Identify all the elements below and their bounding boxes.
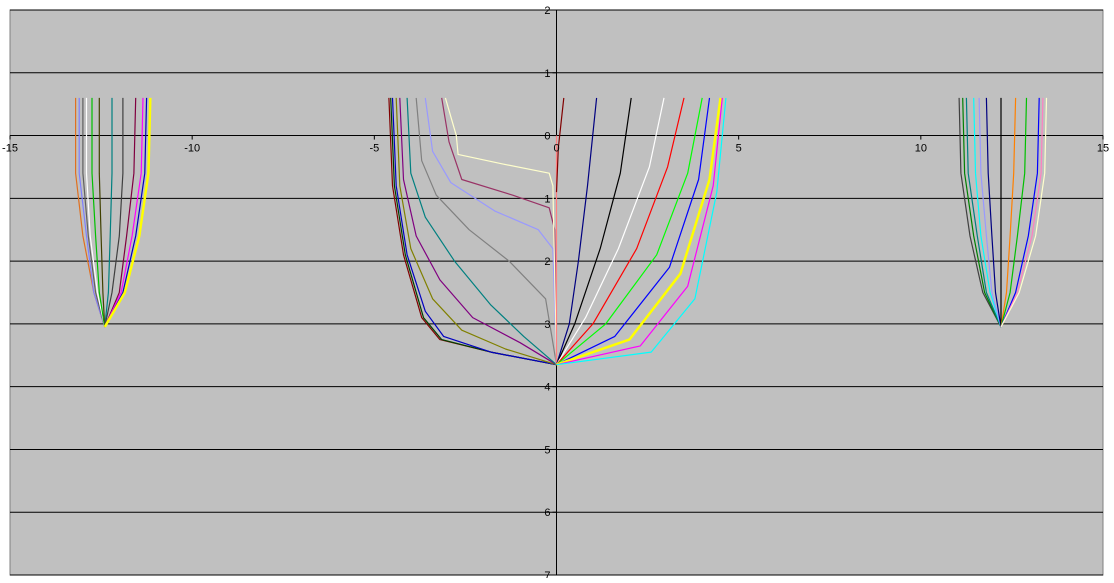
x-tick-label: 5 <box>736 143 742 155</box>
left-hull-series-line-7 <box>104 97 124 328</box>
right-hull-series-line-2 <box>965 97 1002 328</box>
center-hull-series-line-13 <box>555 97 632 365</box>
left-hull-series-line-6 <box>104 97 113 328</box>
right-hull-series-line-4 <box>978 97 1002 328</box>
center-hull-series-line-3 <box>395 97 557 366</box>
right-hull-series-line-10 <box>1000 97 1044 328</box>
center-hull-series-line-16 <box>556 97 703 366</box>
y-tick-label: 3 <box>544 319 550 331</box>
left-hull-series-line-4 <box>91 97 106 328</box>
center-hull-series-line-7 <box>424 97 558 365</box>
right-hull-series-line-3 <box>973 97 1002 328</box>
right-hull-series-line-5 <box>985 97 1002 328</box>
right-hull-series-line-0 <box>958 97 1002 328</box>
left-hull-series-line-11 <box>103 97 152 328</box>
left-hull-series-line-5 <box>98 97 106 328</box>
x-tick-label: -5 <box>369 143 379 155</box>
y-tick-label: 2 <box>544 256 550 268</box>
center-hull-series-line-2 <box>391 97 557 366</box>
center-hull-series-line-9 <box>444 97 558 365</box>
center-hull-series-line-20 <box>556 97 727 366</box>
center-hull-series-line-18 <box>556 97 722 366</box>
x-tick-label: 0 <box>553 143 559 155</box>
x-tick-label: -10 <box>184 143 200 155</box>
y-tick-label: 2 <box>544 5 550 17</box>
y-tick-label: 6 <box>544 507 550 519</box>
y-tick-label: 1 <box>544 68 550 80</box>
x-tick-label: -15 <box>2 143 18 155</box>
x-tick-label: 15 <box>1097 143 1109 155</box>
center-hull-series-line-5 <box>406 97 557 366</box>
center-hull-series-line-4 <box>399 97 557 366</box>
center-hull-series-line-8 <box>441 97 558 365</box>
left-hull-series-line-8 <box>104 97 137 328</box>
right-hull-series-line-11 <box>1000 97 1048 328</box>
left-hull-series-line-3 <box>85 97 106 328</box>
center-hull-series-line-19 <box>556 97 723 366</box>
y-tick-label: 1 <box>544 193 550 205</box>
center-hull-series-line-6 <box>415 97 558 365</box>
center-hull-series-line-12 <box>555 97 598 365</box>
y-tick-label: 7 <box>544 570 550 578</box>
right-hull-series-line-8 <box>1000 97 1028 328</box>
right-hull-series-line-1 <box>962 97 1002 328</box>
left-hull-series-line-1 <box>78 97 106 328</box>
center-hull-series-line-15 <box>556 97 685 366</box>
left-hull-series-line-2 <box>82 97 106 328</box>
center-hull-series-line-14 <box>555 97 665 366</box>
y-tick-label: 5 <box>544 444 550 456</box>
left-hull-series-line-9 <box>104 97 144 328</box>
series-group <box>75 97 1048 366</box>
y-tick-label: 4 <box>544 382 550 394</box>
right-hull-series-line-9 <box>1000 97 1040 328</box>
center-hull-series-line-11 <box>555 97 565 193</box>
x-tick-label: 10 <box>915 143 927 155</box>
center-hull-series-line-17 <box>556 97 711 366</box>
y-tick-label: 0 <box>544 131 550 143</box>
right-hull-series-line-7 <box>1000 97 1017 328</box>
